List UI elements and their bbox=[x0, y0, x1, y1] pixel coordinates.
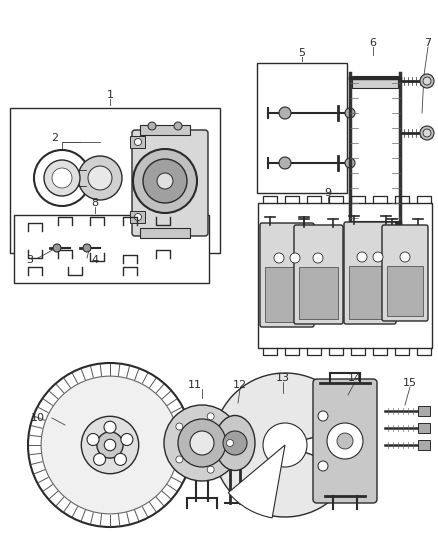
Bar bbox=[140, 228, 190, 238]
Circle shape bbox=[290, 253, 300, 263]
Circle shape bbox=[357, 252, 367, 262]
Wedge shape bbox=[213, 373, 354, 517]
Text: 13: 13 bbox=[276, 373, 290, 383]
Circle shape bbox=[87, 433, 99, 446]
Circle shape bbox=[176, 423, 183, 430]
Text: 1: 1 bbox=[106, 90, 113, 100]
Bar bbox=[418, 440, 430, 450]
FancyBboxPatch shape bbox=[313, 379, 377, 503]
Circle shape bbox=[81, 416, 139, 474]
Circle shape bbox=[318, 411, 328, 421]
Bar bbox=[265, 267, 309, 322]
Bar bbox=[299, 267, 338, 319]
Bar bbox=[140, 125, 190, 135]
Text: 3: 3 bbox=[27, 255, 33, 265]
FancyBboxPatch shape bbox=[132, 130, 208, 236]
Circle shape bbox=[134, 139, 141, 146]
Circle shape bbox=[121, 433, 133, 446]
FancyBboxPatch shape bbox=[294, 225, 343, 324]
Bar bbox=[130, 211, 145, 223]
Circle shape bbox=[104, 421, 116, 433]
Circle shape bbox=[423, 129, 431, 137]
Circle shape bbox=[190, 431, 214, 455]
Circle shape bbox=[345, 108, 355, 118]
Circle shape bbox=[143, 159, 187, 203]
Circle shape bbox=[44, 160, 80, 196]
Wedge shape bbox=[228, 445, 285, 518]
FancyBboxPatch shape bbox=[344, 222, 396, 324]
Circle shape bbox=[34, 150, 90, 206]
Text: 2: 2 bbox=[51, 133, 59, 143]
Circle shape bbox=[28, 363, 192, 527]
Bar bbox=[387, 266, 423, 316]
Circle shape bbox=[78, 156, 122, 200]
Text: 6: 6 bbox=[370, 38, 377, 48]
Circle shape bbox=[176, 456, 183, 463]
FancyBboxPatch shape bbox=[260, 223, 314, 327]
Circle shape bbox=[134, 214, 141, 221]
Bar bbox=[418, 406, 430, 416]
Circle shape bbox=[52, 168, 72, 188]
Bar bbox=[258, 203, 432, 348]
Ellipse shape bbox=[215, 416, 255, 471]
Circle shape bbox=[41, 376, 179, 514]
Bar bbox=[352, 76, 398, 88]
Text: 10: 10 bbox=[31, 413, 45, 423]
FancyBboxPatch shape bbox=[382, 225, 428, 321]
Circle shape bbox=[226, 440, 233, 447]
Circle shape bbox=[114, 454, 127, 465]
Circle shape bbox=[337, 433, 353, 449]
Circle shape bbox=[345, 158, 355, 168]
Bar bbox=[10, 108, 220, 253]
Circle shape bbox=[88, 166, 112, 190]
Circle shape bbox=[53, 244, 61, 252]
Bar bbox=[352, 221, 398, 235]
Text: 12: 12 bbox=[233, 380, 247, 390]
Circle shape bbox=[148, 122, 156, 130]
Circle shape bbox=[420, 126, 434, 140]
Circle shape bbox=[207, 413, 214, 420]
Text: 4: 4 bbox=[92, 255, 99, 265]
Text: 9: 9 bbox=[325, 188, 332, 198]
Circle shape bbox=[94, 454, 106, 465]
Text: 15: 15 bbox=[403, 378, 417, 388]
Text: 5: 5 bbox=[299, 48, 305, 58]
Circle shape bbox=[133, 149, 197, 213]
Circle shape bbox=[157, 173, 173, 189]
Circle shape bbox=[104, 439, 116, 451]
Circle shape bbox=[420, 74, 434, 88]
Circle shape bbox=[373, 252, 383, 262]
Bar bbox=[257, 63, 347, 193]
Circle shape bbox=[279, 107, 291, 119]
Text: 7: 7 bbox=[424, 38, 431, 48]
Circle shape bbox=[274, 253, 284, 263]
Circle shape bbox=[207, 466, 214, 473]
Circle shape bbox=[174, 122, 182, 130]
Circle shape bbox=[423, 77, 431, 85]
Text: 14: 14 bbox=[348, 373, 362, 383]
Circle shape bbox=[279, 157, 291, 169]
Circle shape bbox=[223, 431, 247, 455]
Circle shape bbox=[97, 432, 123, 458]
Circle shape bbox=[178, 419, 226, 467]
Circle shape bbox=[318, 461, 328, 471]
Text: 11: 11 bbox=[188, 380, 202, 390]
Bar bbox=[14, 215, 209, 283]
Text: 8: 8 bbox=[92, 198, 99, 208]
Bar bbox=[418, 423, 430, 433]
Circle shape bbox=[400, 252, 410, 262]
Circle shape bbox=[263, 423, 307, 467]
Circle shape bbox=[83, 244, 91, 252]
Circle shape bbox=[164, 405, 240, 481]
Bar bbox=[130, 136, 145, 148]
Bar bbox=[349, 266, 391, 319]
Circle shape bbox=[313, 253, 323, 263]
Circle shape bbox=[327, 423, 363, 459]
